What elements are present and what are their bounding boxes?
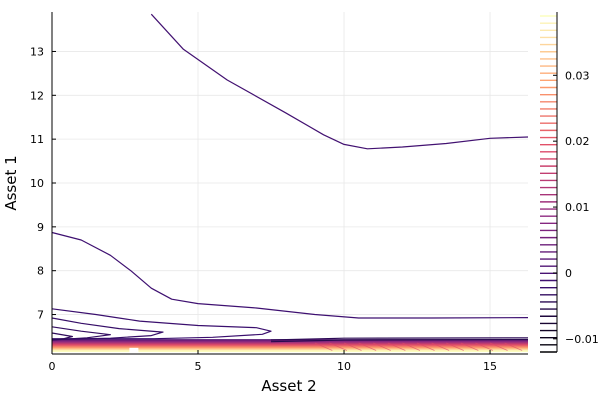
band-hatch: [329, 342, 348, 351]
y-tick-label: 11: [30, 133, 44, 146]
colorbar: −0.01 0 0.01 0.02 0.03: [540, 12, 599, 353]
band-hatch: [460, 342, 479, 351]
contour-line: [51, 308, 272, 340]
colorbar-tick-label: 0.01: [565, 201, 590, 214]
contour-line: [270, 338, 529, 343]
y-tick-label: 9: [37, 221, 44, 234]
x-tick-label: 0: [49, 360, 56, 373]
contour-line: [51, 326, 111, 341]
band-hatch: [504, 342, 523, 351]
x-tick-label: 15: [483, 360, 497, 373]
y-tick-label: 7: [37, 309, 44, 322]
colorbar-tick-label: 0.03: [565, 69, 590, 82]
y-tick-label: 8: [37, 265, 44, 278]
x-axis-title: Asset 2: [261, 377, 316, 395]
y-axis-title: Asset 1: [2, 155, 20, 210]
y-tick-label: 13: [30, 45, 44, 58]
x-tick-label: 10: [337, 360, 351, 373]
contour-line: [51, 317, 164, 341]
grid: [51, 12, 528, 354]
y-tick-label: 12: [30, 89, 44, 102]
band-hatch: [373, 342, 391, 351]
colorbar-tick-label: 0.02: [565, 135, 590, 148]
contour-line: [51, 332, 73, 341]
y-tick-label: 10: [30, 177, 44, 190]
contour-lines: [51, 13, 529, 343]
band-hatch: [343, 342, 362, 351]
contour-line: [150, 13, 529, 150]
band-hatch: [314, 342, 333, 351]
band-hatch: [416, 342, 435, 351]
colorbar-tick-label: 0: [565, 267, 572, 280]
band-hatch: [489, 342, 508, 351]
x-tick-label: 5: [195, 360, 202, 373]
band-hatch: [358, 342, 377, 351]
high-value-bands: [52, 339, 528, 353]
contour-line: [51, 231, 529, 319]
band-hatch: [431, 342, 450, 351]
y-axis-ticks: 7 8 9 10 11 12 13: [30, 45, 56, 322]
x-axis-ticks: 0 5 10 15: [49, 350, 497, 373]
contour-line: [270, 337, 529, 341]
band-hatch: [402, 342, 421, 351]
band-hatch: [387, 342, 406, 351]
colorbar-tick-label: −0.01: [565, 333, 599, 346]
band-hatch: [446, 342, 464, 351]
band-hatch: [475, 342, 494, 351]
band-gap: [129, 347, 139, 353]
